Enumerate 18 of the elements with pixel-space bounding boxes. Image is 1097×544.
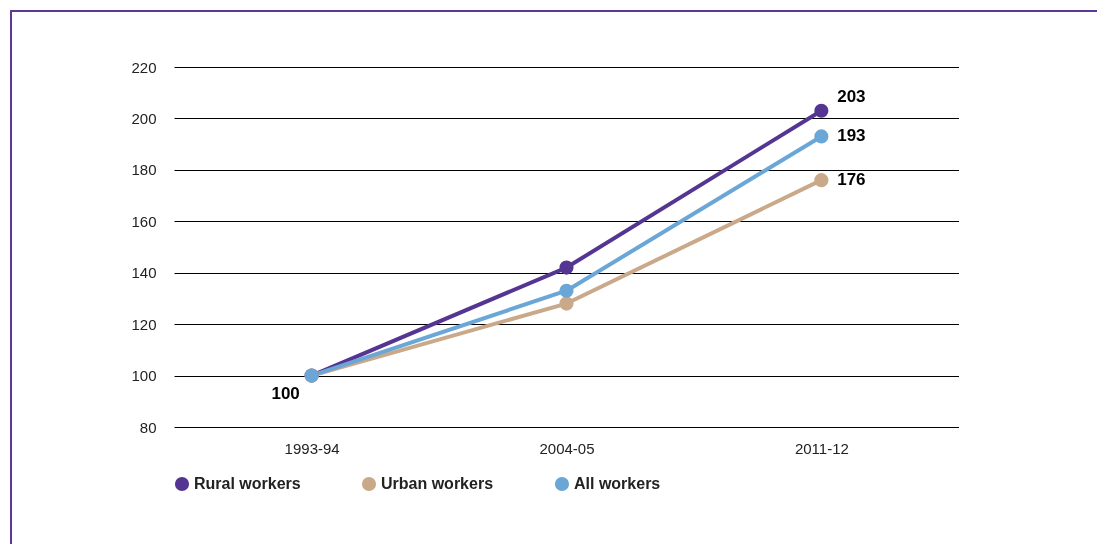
legend-label: Rural workers [194,475,301,492]
data-label: 203 [837,86,866,106]
y-tick-label: 180 [131,161,157,179]
x-tick-label: 2011-12 [794,439,849,457]
y-tick-label: 100 [131,367,157,385]
y-tick-label: 80 [139,418,157,436]
x-tick-label: 2004-05 [539,439,595,457]
y-tick-label: 120 [131,315,157,333]
data-label: 100 [271,383,300,403]
y-tick-label: 200 [131,109,157,127]
data-label: 193 [837,126,866,146]
legend-label: Urban workers [381,475,494,492]
data-label: 176 [837,170,866,190]
legend-label: All workers [574,475,661,492]
y-tick-label: 140 [131,264,157,282]
y-tick-label: 160 [131,212,157,230]
x-tick-label: 1993-94 [284,439,340,457]
y-tick-label: 220 [131,58,157,76]
